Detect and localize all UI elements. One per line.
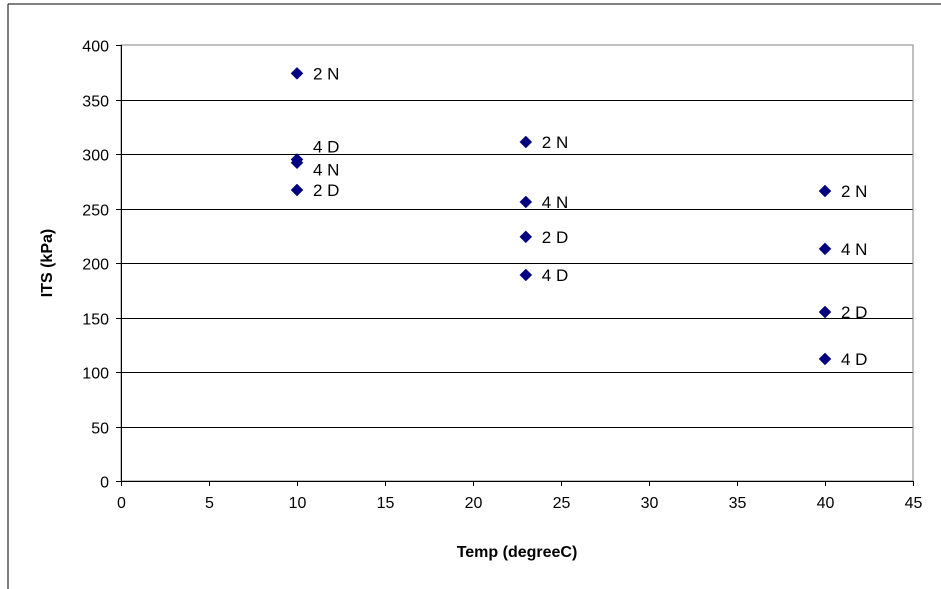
data-point-0: [290, 66, 304, 80]
data-point-5: [519, 195, 533, 209]
x-tick-label-20: 20: [465, 495, 483, 512]
data-point-11: [818, 352, 832, 366]
point-label-2: 4 N: [313, 161, 339, 180]
data-point-10: [818, 305, 832, 319]
point-label-7: 4 D: [542, 266, 568, 285]
x-tick-label-30: 30: [641, 495, 659, 512]
x-tick-label-0: 0: [117, 495, 126, 512]
x-tick-label-5: 5: [205, 495, 214, 512]
point-label-1: 4 D: [313, 137, 339, 156]
y-tick-label-300: 300: [82, 148, 109, 165]
x-tick-label-15: 15: [377, 495, 395, 512]
data-point-4: [519, 135, 533, 149]
data-point-3: [290, 183, 304, 197]
y-axis-ticks: 0 50 100 150 200 250 300 350 400: [82, 39, 122, 492]
x-tick-label-35: 35: [729, 495, 747, 512]
y-axis-title: ITS (kPa): [39, 229, 56, 297]
data-point-8: [818, 184, 832, 198]
x-tick-label-25: 25: [553, 495, 571, 512]
x-axis-title: Temp (degreeC): [457, 544, 578, 561]
data-point-6: [519, 230, 533, 244]
y-tick-label-100: 100: [82, 366, 109, 383]
point-label-11: 4 D: [841, 350, 867, 369]
y-tick-label-350: 350: [82, 94, 109, 111]
data-point-2: [290, 156, 304, 170]
point-label-6: 2 D: [542, 228, 568, 247]
x-tick-label-45: 45: [905, 495, 923, 512]
y-tick-label-400: 400: [82, 39, 109, 56]
point-label-3: 2 D: [313, 181, 339, 200]
data-point-7: [519, 268, 533, 282]
point-label-10: 2 D: [841, 303, 867, 322]
point-label-8: 2 N: [841, 182, 867, 201]
y-tick-label-200: 200: [82, 257, 109, 274]
data-points: [290, 66, 832, 366]
point-label-0: 2 N: [313, 64, 339, 83]
point-label-4: 2 N: [542, 133, 568, 152]
y-tick-label-0: 0: [100, 475, 109, 492]
point-label-9: 4 N: [841, 240, 867, 259]
x-tick-label-40: 40: [817, 495, 835, 512]
x-axis-ticks: 0 5 10 15 20 25 30 35 40 45: [117, 481, 923, 512]
x-tick-label-10: 10: [289, 495, 307, 512]
point-labels: 2 N4 D4 N2 D2 N4 N2 D4 D2 N4 N2 D4 D: [313, 64, 867, 369]
data-point-9: [818, 242, 832, 256]
point-label-5: 4 N: [542, 193, 568, 212]
y-tick-label-50: 50: [91, 421, 109, 438]
gridlines: [121, 100, 913, 428]
y-tick-label-250: 250: [82, 203, 109, 220]
y-tick-label-150: 150: [82, 312, 109, 329]
